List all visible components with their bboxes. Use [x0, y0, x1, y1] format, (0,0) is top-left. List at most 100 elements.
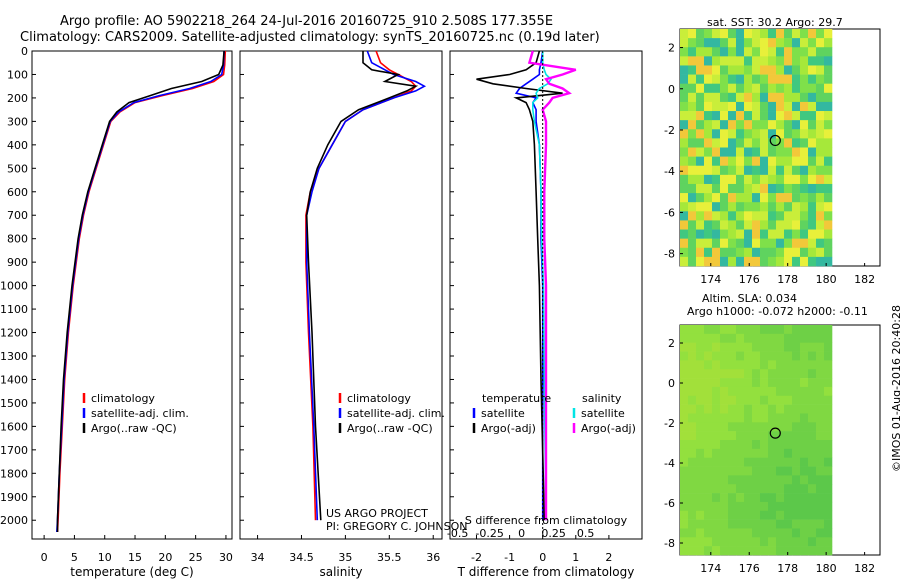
sst-map-cell	[784, 156, 793, 167]
sst-map-xtick-label: 178	[777, 273, 798, 286]
sla-map-cell	[768, 457, 777, 467]
sla-map-cell	[728, 466, 737, 476]
diff-xtick-label: 0	[539, 551, 546, 564]
sst-map-cell	[792, 156, 801, 167]
sst-map-cell	[736, 56, 745, 66]
sla-map-cell	[816, 546, 825, 556]
sst-map-cell	[720, 138, 729, 148]
sst-map-cell	[720, 165, 729, 176]
sla-map-cell	[712, 537, 721, 547]
sst-map-cell	[704, 38, 713, 48]
sla-map-cell	[816, 325, 825, 335]
sla-map-cell	[680, 546, 689, 556]
sst-map-ytick-label: -8	[664, 248, 675, 261]
sla-map-cell	[800, 519, 809, 529]
sst-map-cell	[760, 138, 769, 148]
sst-map-cell	[680, 193, 689, 203]
sst-map-cell	[792, 211, 801, 221]
sst-map-cell	[688, 29, 697, 39]
sst-map-cell	[720, 193, 729, 203]
sla-map-cell	[728, 386, 737, 397]
sst-map-cell	[776, 29, 785, 39]
sst-map-cell	[712, 174, 721, 185]
sst-map-cell	[696, 83, 705, 94]
sla-map-cell	[720, 440, 729, 450]
sst-map-cell	[808, 183, 817, 194]
sst-map-cell	[776, 56, 785, 66]
sst-map-cell	[784, 165, 793, 176]
sst-map-cell	[760, 111, 769, 121]
sla-map-cell	[824, 484, 833, 494]
sla-map-cell	[720, 501, 729, 512]
sla-map-cell	[760, 378, 769, 388]
sst-map-cell	[808, 74, 817, 84]
sla-map-cell	[704, 351, 713, 361]
sst-map-cell	[696, 111, 705, 121]
sla-map-cell	[688, 466, 697, 476]
temp-ytick-label: 1800	[0, 467, 28, 480]
sla-map-cell	[776, 510, 785, 520]
temp-xtick-label: 5	[71, 551, 78, 564]
sla-map-cell	[768, 325, 777, 335]
sla-map-cell	[800, 475, 809, 485]
sst-map-cell	[808, 247, 817, 258]
sla-map-cell	[768, 422, 777, 432]
sst-map-cell	[728, 147, 737, 157]
sst-map-cell	[744, 229, 753, 239]
sst-map-cell	[768, 120, 777, 130]
sla-map-cell	[744, 448, 753, 458]
sst-map-cell	[712, 65, 721, 75]
sla-map-cell	[816, 448, 825, 458]
sla-map-cell	[808, 369, 817, 379]
sst-map-cell	[776, 202, 785, 212]
sla-map-cell	[720, 360, 729, 370]
sst-map-cell	[704, 29, 713, 39]
sla-map-cell	[728, 519, 737, 529]
sla-map-cell	[752, 510, 761, 520]
sst-map-cell	[792, 138, 801, 148]
sla-map-cell	[736, 528, 745, 538]
sla-map-cell	[688, 440, 697, 450]
sla-map-cell	[824, 528, 833, 538]
sst-map-cell	[768, 183, 777, 194]
sst-map-cell	[776, 193, 785, 203]
sla-map-cell	[760, 528, 769, 538]
sst-map-cell	[776, 92, 785, 103]
sst-map-cell	[696, 165, 705, 176]
sla-map-cell	[792, 493, 801, 503]
sst-map-cell	[824, 147, 833, 157]
sla-map-cell	[776, 448, 785, 458]
sla-map-cell	[776, 457, 785, 467]
sla-map-cell	[816, 457, 825, 467]
sst-map-cell	[752, 229, 761, 239]
sla-map-cell	[736, 378, 745, 388]
sla-map-cell	[824, 325, 833, 335]
sst-map-cell	[808, 56, 817, 66]
sst-map-cell	[728, 65, 737, 75]
sst-map-cell	[720, 238, 729, 249]
temp-ytick-label: 200	[7, 92, 28, 105]
sla-map-cell	[680, 475, 689, 485]
sst-map-cell	[688, 247, 697, 258]
sst-map-cell	[824, 247, 833, 258]
sla-map-cell	[712, 466, 721, 476]
sst-map-ytick-label: -4	[664, 165, 675, 178]
sla-map-cell	[744, 431, 753, 441]
sla-map-cell	[736, 386, 745, 397]
sla-map-cell	[816, 519, 825, 529]
sst-map-cell	[712, 193, 721, 203]
sst-map-cell	[800, 247, 809, 258]
sla-map-cell	[752, 386, 761, 397]
sst-map-cell	[736, 74, 745, 84]
sla-map-cell	[792, 351, 801, 361]
sla-map-cell	[760, 537, 769, 547]
sst-map-cell	[688, 256, 697, 267]
sla-map-cell	[752, 528, 761, 538]
sla-map-cell	[776, 537, 785, 547]
sst-map-cell	[776, 211, 785, 221]
sst-map-cell	[696, 229, 705, 239]
sla-map-cell	[760, 369, 769, 379]
sla-map-cell	[784, 413, 793, 423]
sla-map-cell	[776, 484, 785, 494]
sst-map-cell	[680, 165, 689, 176]
